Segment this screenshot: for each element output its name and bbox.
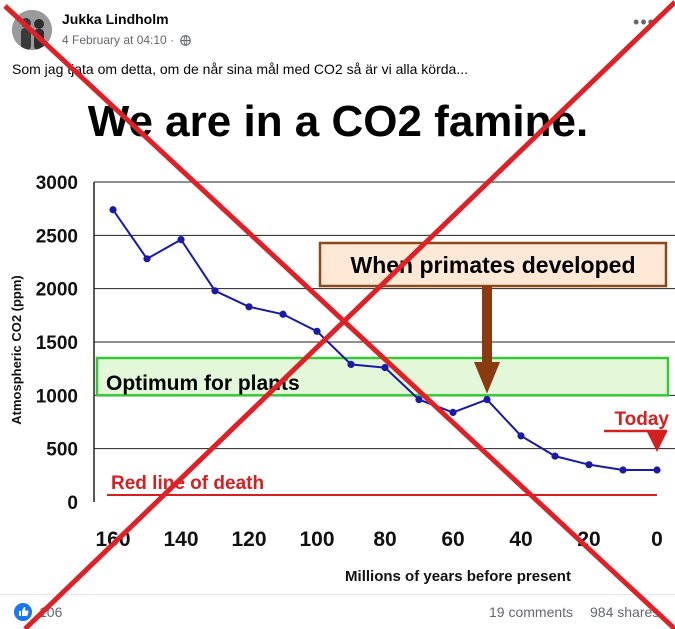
data-point [279,310,287,318]
x-tick-label: 100 [299,528,334,551]
like-icon[interactable] [14,603,32,621]
y-tick-label: 500 [46,440,78,461]
y-tick-label: 2000 [36,280,78,301]
data-point [347,360,355,368]
globe-icon [180,35,192,49]
data-point [109,206,117,214]
primates-arrow-shaft [482,286,492,366]
x-tick-label: 60 [441,528,464,551]
y-tick-label: 0 [67,493,78,514]
x-axis-label: Millions of years before present [345,568,571,585]
share-count[interactable]: 984 shares [590,604,660,620]
y-tick-label: 3000 [36,173,78,194]
post-text: Som jag tjata om detta, om de når sina m… [12,61,468,77]
reaction-count[interactable]: 106 [39,604,63,620]
x-tick-label: 80 [373,528,396,551]
x-tick-label: 160 [95,528,130,551]
y-tick-label: 1000 [36,386,78,407]
data-point [245,303,253,311]
optimum-label: Optimum for plants [106,372,300,395]
comment-count[interactable]: 19 comments [489,604,574,620]
data-point [517,432,525,440]
data-point [415,396,423,404]
death-line-label: Red line of death [111,473,264,494]
data-point [551,452,559,460]
more-options-icon[interactable]: ••• [633,12,655,32]
x-tick-label: 140 [163,528,198,551]
post-footer: 106 19 comments 984 shares [0,594,675,629]
chart-title: We are in a CO2 famine. [88,97,588,146]
co2-chart: We are in a CO2 famine. Optimum for plan… [9,97,675,585]
x-tick-label: 120 [231,528,266,551]
data-point [177,236,185,244]
y-axis-label: Atmospheric CO2 (ppm) [9,275,24,425]
x-tick-label: 40 [509,528,532,551]
x-tick-label: 20 [577,528,600,551]
today-label: Today [614,409,669,430]
data-point [143,255,151,263]
post-meta: 4 February at 04:10 · [62,33,192,49]
data-point [619,466,627,474]
x-tick-label: 0 [651,528,663,551]
data-point [653,466,661,474]
data-point [585,461,593,469]
post-image[interactable]: We are in a CO2 famine. Optimum for plan… [0,90,675,594]
data-point [381,364,389,372]
primates-label: When primates developed [350,252,635,278]
data-point [449,408,457,416]
chart-grid [94,181,675,450]
data-point [483,396,491,404]
avatar[interactable] [12,10,52,50]
y-tick-label: 1500 [36,333,78,354]
post-timestamp[interactable]: 4 February at 04:10 · [62,33,175,47]
data-point [313,327,321,335]
author-name[interactable]: Jukka Lindholm [62,11,169,27]
optimum-band: Optimum for plants [95,356,670,397]
post-header: Jukka Lindholm 4 February at 04:10 · ••• [0,0,675,60]
y-tick-label: 2500 [36,226,78,247]
data-point [211,287,219,295]
